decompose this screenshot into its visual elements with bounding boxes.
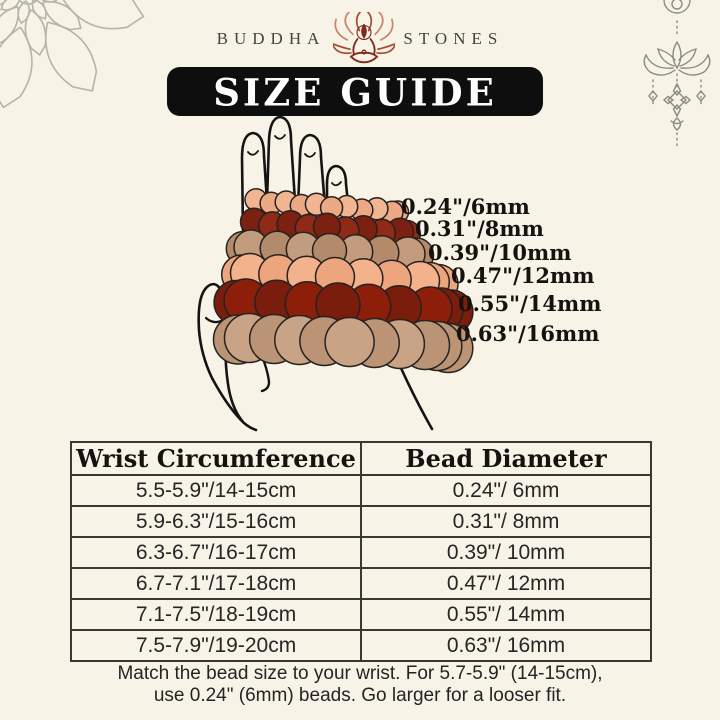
size-table-header-row: Wrist Circumference Bead Diameter [70, 441, 652, 476]
bead-size-label-8mm: 0.31"/8mm [415, 216, 544, 241]
wrist-cell: 6.7-7.1"/17-18cm [70, 567, 362, 600]
buddha-stones-logo-icon [333, 12, 396, 64]
bead-size-label-6mm: 0.24"/6mm [401, 194, 530, 219]
bead-cell: 0.39"/ 10mm [360, 536, 652, 569]
column-header-wrist: Wrist Circumference [70, 441, 362, 476]
wrist-cell: 6.3-6.7"/16-17cm [70, 536, 362, 569]
table-row: 6.7-7.1"/17-18cm 0.47"/ 12mm [70, 567, 652, 600]
bead-cell: 0.55"/ 14mm [360, 598, 652, 631]
fit-note: Match the bead size to your wrist. For 5… [0, 663, 720, 707]
table-row: 5.5-5.9"/14-15cm 0.24"/ 6mm [70, 474, 652, 507]
fit-note-line2: use 0.24" (6mm) beads. Go larger for a l… [153, 685, 567, 706]
fit-note-line1: Match the bead size to your wrist. For 5… [117, 663, 603, 684]
wrist-cell: 5.5-5.9"/14-15cm [70, 474, 362, 507]
wrist-cell: 7.1-7.5"/18-19cm [70, 598, 362, 631]
table-row: 7.1-7.5"/18-19cm 0.55"/ 14mm [70, 598, 652, 631]
size-guide-title: SIZE GUIDE [213, 69, 497, 114]
bead-size-label-10mm: 0.39"/10mm [428, 240, 572, 265]
wrist-cell: 7.5-7.9"/19-20cm [70, 629, 362, 662]
table-row: 5.9-6.3"/15-16cm 0.31"/ 8mm [70, 505, 652, 538]
bead-bracelets [212, 188, 474, 374]
bead-cell: 0.63"/ 16mm [360, 629, 652, 662]
wrist-cell: 5.9-6.3"/15-16cm [70, 505, 362, 538]
table-row: 7.5-7.9"/19-20cm 0.63"/ 16mm [70, 629, 652, 662]
fingernails [247, 134, 342, 187]
bead-size-label-16mm: 0.63"/16mm [456, 321, 600, 346]
brand-word-left: BUDDHA [216, 29, 326, 48]
lotus-pendant-icon [643, 0, 711, 148]
brand-word-right: STONES [403, 29, 504, 48]
bead-size-label-12mm: 0.47"/12mm [451, 263, 595, 288]
size-guide-banner: SIZE GUIDE [167, 67, 543, 116]
bead-size-label-14mm: 0.55"/14mm [458, 291, 602, 316]
column-header-bead: Bead Diameter [360, 441, 652, 476]
size-table: Wrist Circumference Bead Diameter 5.5-5.… [70, 441, 652, 662]
bead-cell: 0.47"/ 12mm [360, 567, 652, 600]
bead-cell: 0.31"/ 8mm [360, 505, 652, 538]
table-row: 6.3-6.7"/16-17cm 0.39"/ 10mm [70, 536, 652, 569]
mandala-icon [0, 0, 145, 109]
brand-header: BUDDHA STONES [0, 10, 720, 68]
bead-cell: 0.24"/ 6mm [360, 474, 652, 507]
